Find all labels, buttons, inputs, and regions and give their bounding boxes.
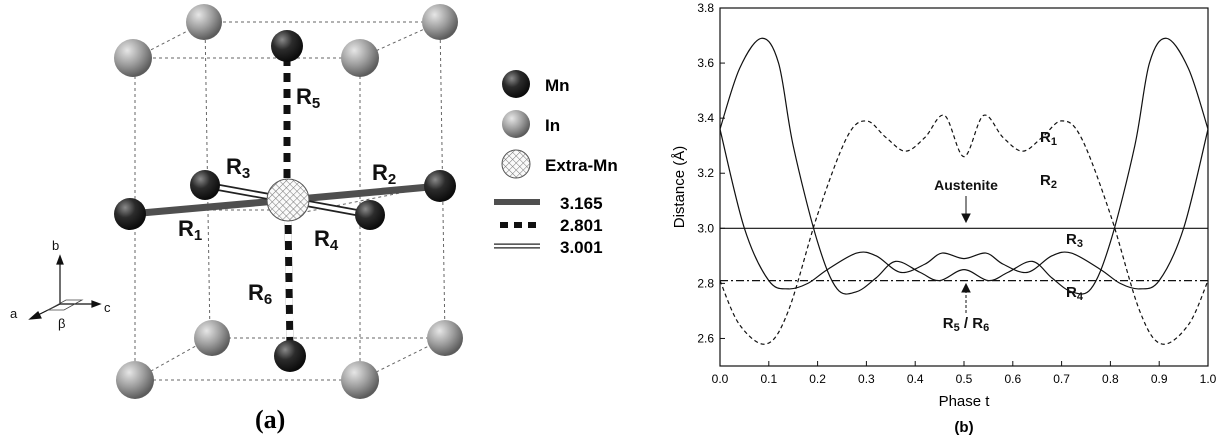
bond-r6: [284, 217, 294, 351]
series-line-1: [719, 129, 1209, 290]
axis-triad: [28, 254, 102, 320]
y-tick-label: 3.4: [697, 111, 714, 125]
panel-a: R5 R3 R2 R1 R4 R6 b c a β Mn: [10, 4, 618, 434]
annotation-r2: R2: [1040, 172, 1057, 191]
mn-atom: [271, 30, 303, 62]
bond-label-r3: R3: [226, 154, 250, 182]
panel-b: 0.0 0.1 0.2 0.3 0.4 0.5 0.6 0.7 0.8 0.9 1.0 2.6 2.8…: [671, 1, 1217, 436]
bond-r1: [129, 196, 289, 218]
in-atom: [116, 361, 154, 399]
annotation-austenite: Austenite: [934, 177, 998, 193]
in-atom: [427, 320, 463, 356]
x-tick-label: 0.6: [1004, 372, 1021, 386]
annotation-r1: R1: [1040, 129, 1057, 148]
bond-label-r5: R5: [296, 84, 320, 112]
y-tick-label: 2.8: [697, 276, 714, 290]
x-tick-label: 0.1: [760, 372, 777, 386]
series-lines: [719, 37, 1209, 345]
legend-extra-mn-swatch: [501, 149, 531, 179]
legend-bond-solid-label: 3.165: [560, 194, 603, 213]
x-tick-label: 0.3: [858, 372, 875, 386]
axis-label-c: c: [104, 300, 111, 315]
in-atom: [194, 320, 230, 356]
extra-mn-atom: [266, 178, 310, 222]
annotation-r3: R3: [1066, 231, 1083, 250]
mn-atom: [114, 198, 146, 230]
series-line-2: [719, 114, 1209, 345]
x-tick-label: 0.0: [712, 372, 729, 386]
bond-label-r2: R2: [372, 160, 396, 188]
x-ticks: 0.0 0.1 0.2 0.3 0.4 0.5 0.6 0.7 0.8 0.9 1.0: [712, 361, 1217, 386]
legend-in-label: In: [545, 116, 560, 135]
bond-label-r1: R1: [178, 216, 202, 244]
legend-mn-swatch: [502, 70, 530, 98]
annotation-r4: R4: [1066, 284, 1084, 303]
y-tick-label: 3.8: [697, 1, 714, 15]
legend-a: Mn In Extra-Mn 3.165 2.801 3.001: [494, 70, 618, 257]
in-atoms: [114, 4, 463, 399]
axis-label-beta: β: [58, 316, 65, 331]
y-tick-label: 3.6: [697, 56, 714, 70]
axis-label-a: a: [10, 306, 18, 321]
mn-atom: [355, 200, 385, 230]
legend-extra-mn-label: Extra-Mn: [545, 156, 618, 175]
bond-label-r6: R6: [248, 280, 272, 308]
bond-label-r4: R4: [314, 226, 339, 254]
x-tick-label: 0.5: [956, 372, 973, 386]
bond-r2: [287, 182, 441, 204]
legend-bond-dashed-label: 2.801: [560, 216, 603, 235]
x-axis-label: Phase t: [939, 393, 991, 410]
in-atom: [114, 39, 152, 77]
x-tick-label: 0.9: [1151, 372, 1168, 386]
in-atom: [422, 4, 458, 40]
x-tick-label: 0.8: [1102, 372, 1119, 386]
legend-mn-label: Mn: [545, 76, 570, 95]
y-axis-label: Distance (Å): [671, 146, 688, 229]
mn-atom: [424, 170, 456, 202]
x-tick-label: 0.7: [1053, 372, 1070, 386]
y-tick-label: 3.2: [697, 166, 714, 180]
in-atom: [341, 39, 379, 77]
legend-bond-double-label: 3.001: [560, 238, 603, 257]
mn-atom: [274, 340, 306, 372]
x-tick-label: 0.4: [907, 372, 924, 386]
mn-atoms: [114, 30, 456, 372]
axis-label-b: b: [52, 238, 59, 253]
caption-b: (b): [954, 419, 973, 436]
in-atom: [341, 361, 379, 399]
in-atom: [186, 4, 222, 40]
series-line-0: [719, 37, 1209, 295]
y-tick-label: 2.6: [697, 331, 714, 345]
annotation-arrows: [961, 196, 971, 313]
x-tick-label: 1.0: [1200, 372, 1217, 386]
caption-a: (a): [255, 405, 285, 434]
y-ticks: 2.6 2.8 3.0 3.2 3.4 3.6 3.8: [697, 1, 725, 345]
annotation-r5-r6: R5 / R6: [943, 315, 989, 334]
x-tick-label: 0.2: [809, 372, 826, 386]
y-tick-label: 3.0: [697, 221, 714, 235]
mn-atom: [190, 170, 220, 200]
legend-in-swatch: [502, 110, 530, 138]
